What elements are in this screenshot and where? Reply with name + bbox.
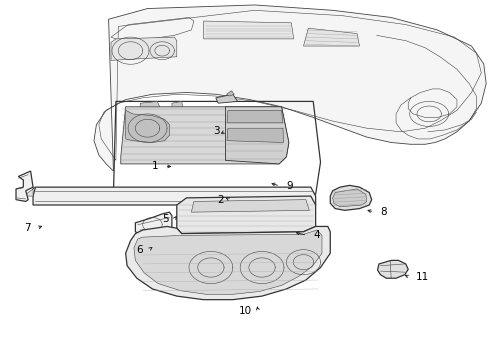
Polygon shape: [94, 5, 486, 171]
Polygon shape: [111, 37, 177, 60]
Text: 7: 7: [24, 223, 30, 233]
Polygon shape: [192, 200, 309, 212]
Text: 8: 8: [380, 207, 387, 217]
Text: 9: 9: [286, 181, 293, 191]
Text: 10: 10: [239, 306, 252, 316]
Polygon shape: [227, 128, 284, 143]
Polygon shape: [333, 189, 367, 207]
Polygon shape: [134, 230, 322, 294]
Text: 11: 11: [416, 272, 429, 282]
Polygon shape: [216, 94, 238, 103]
Polygon shape: [172, 102, 183, 107]
Polygon shape: [177, 196, 316, 234]
Text: 6: 6: [137, 245, 143, 255]
Text: 5: 5: [162, 214, 169, 224]
Polygon shape: [135, 212, 172, 235]
Polygon shape: [16, 171, 33, 202]
Polygon shape: [24, 187, 35, 196]
Polygon shape: [377, 260, 408, 278]
Text: 4: 4: [313, 230, 320, 240]
Polygon shape: [125, 226, 330, 300]
Polygon shape: [125, 111, 170, 143]
Text: 1: 1: [152, 161, 159, 171]
Polygon shape: [203, 21, 294, 39]
Polygon shape: [140, 102, 160, 107]
Polygon shape: [303, 28, 360, 46]
Polygon shape: [121, 107, 289, 164]
Polygon shape: [227, 111, 283, 123]
Polygon shape: [33, 187, 316, 205]
Text: 3: 3: [213, 126, 220, 136]
Text: 2: 2: [217, 195, 223, 204]
Polygon shape: [226, 91, 234, 96]
Polygon shape: [330, 185, 372, 210]
Polygon shape: [225, 107, 289, 164]
